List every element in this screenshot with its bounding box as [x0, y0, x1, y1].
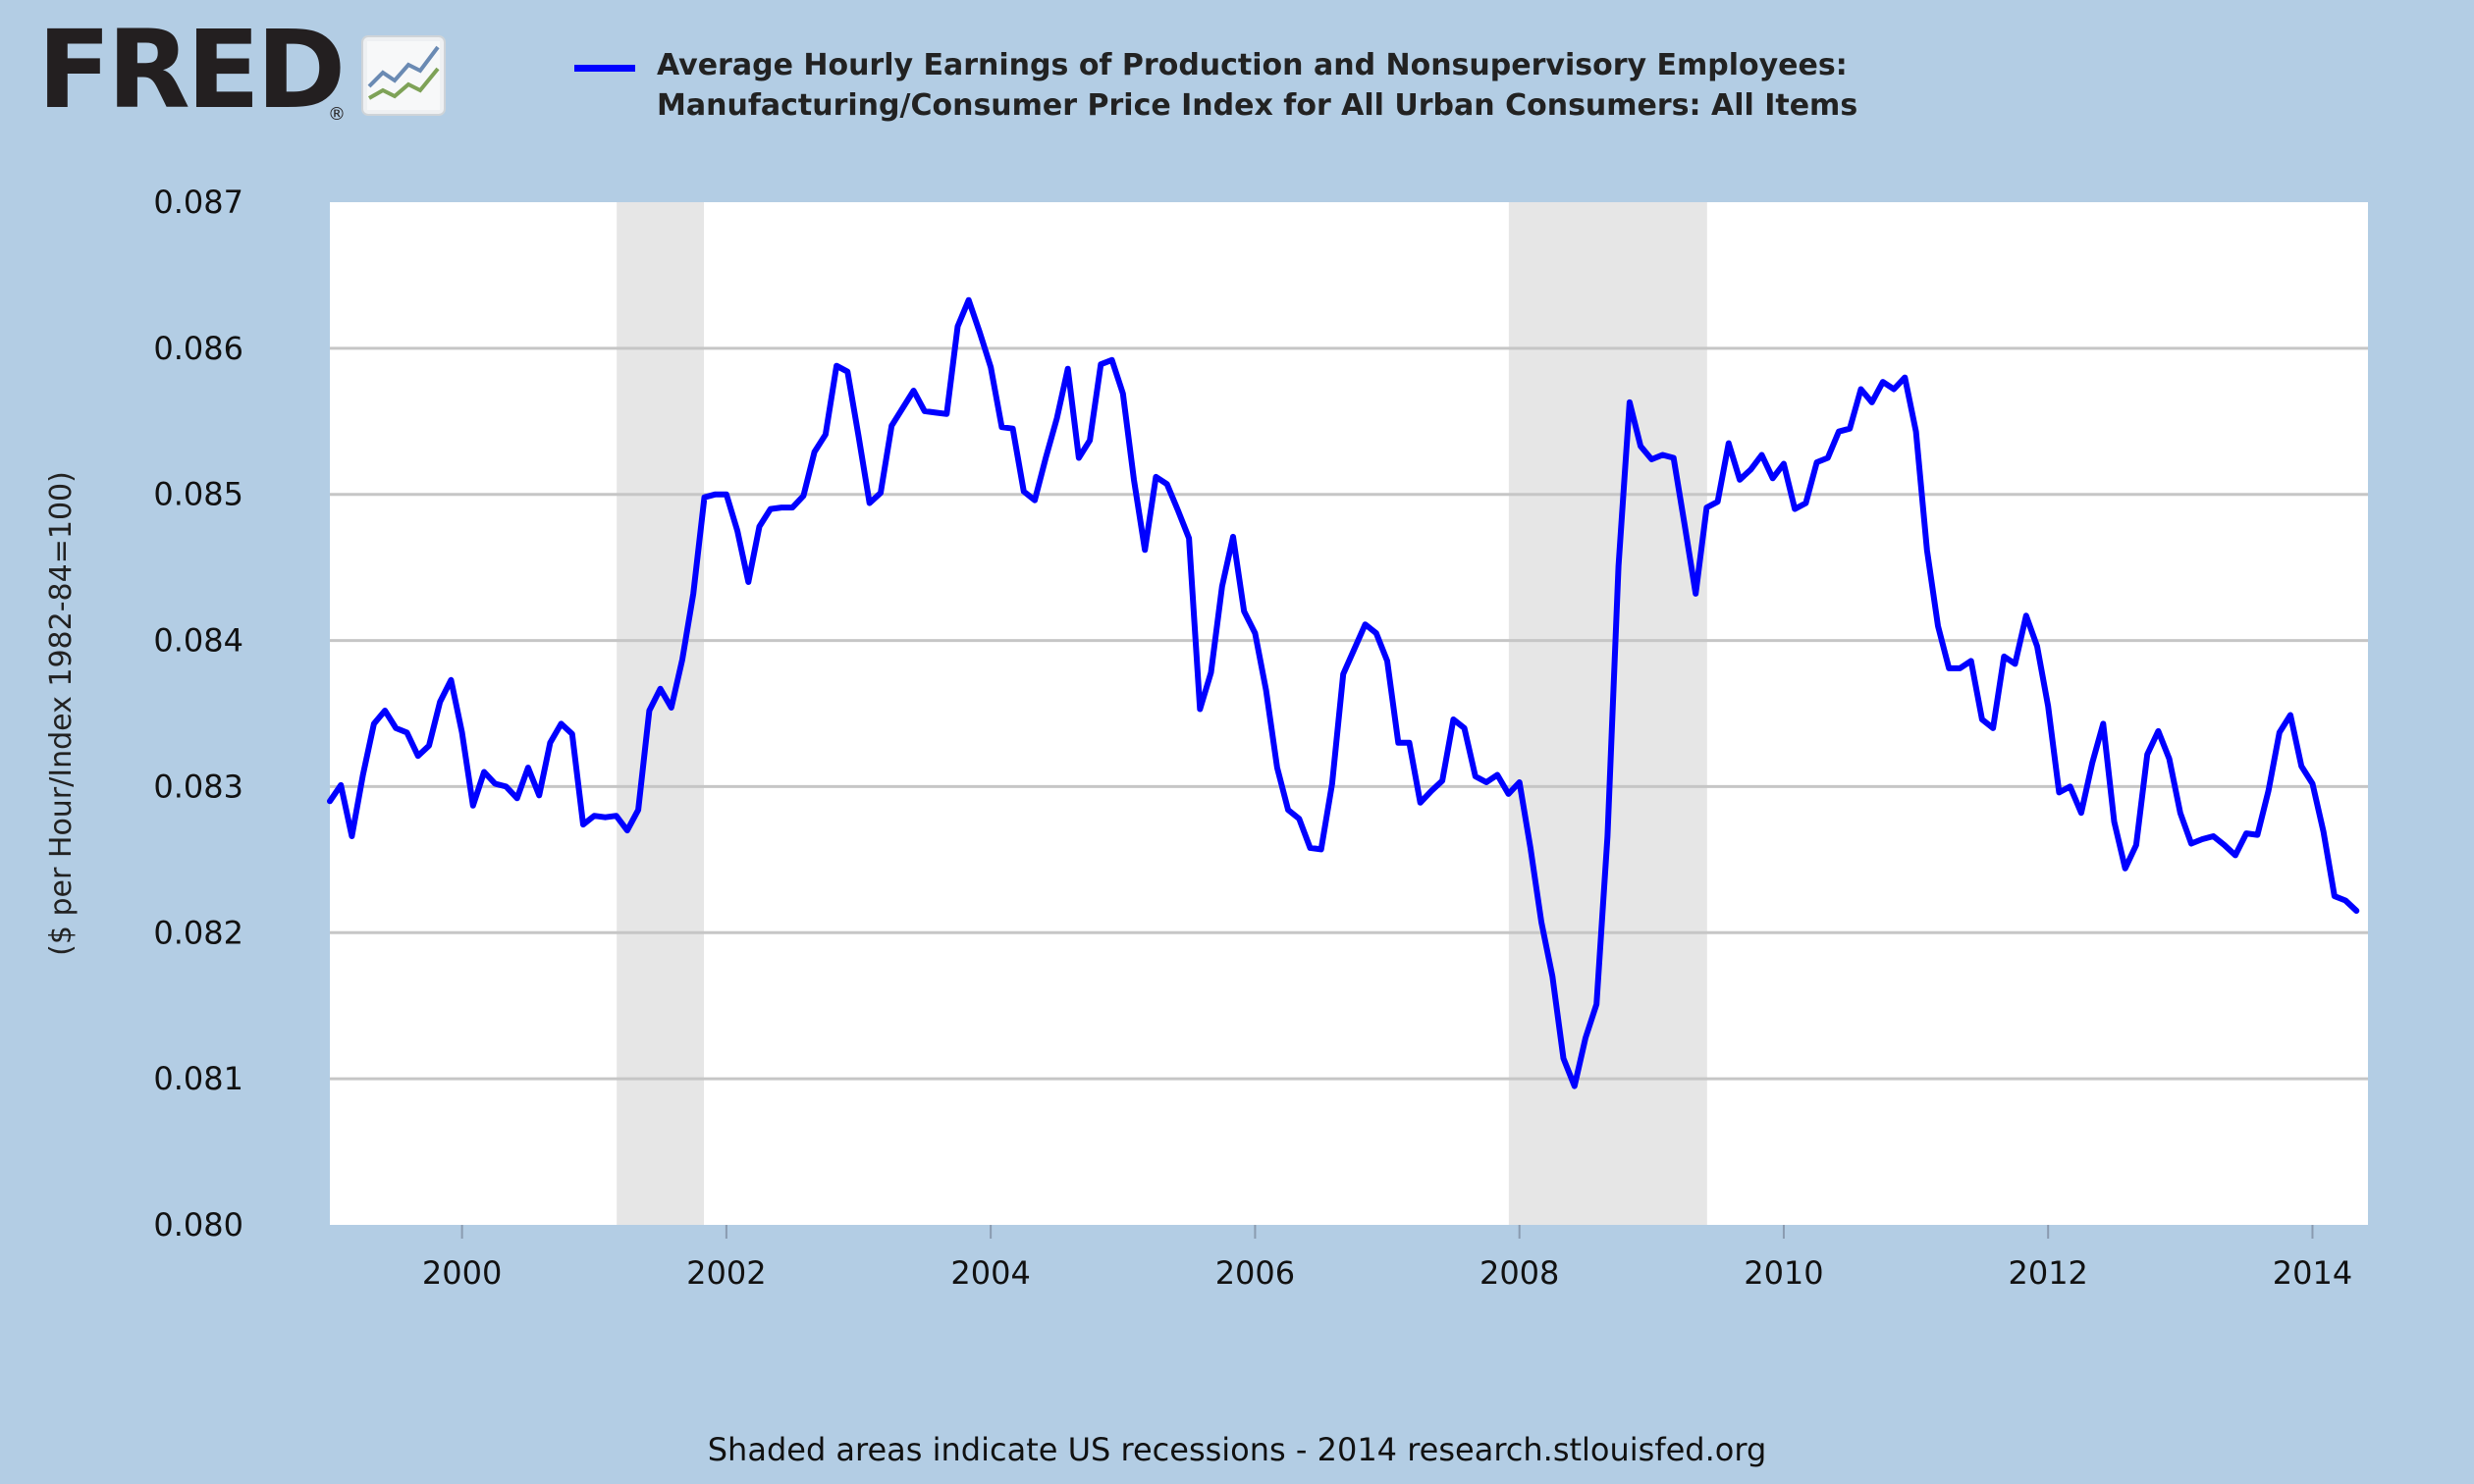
series-line: [327, 296, 2360, 1089]
y-axis-label: ($ per Hour/Index 1982-84=100): [44, 471, 79, 956]
line-chart: 0.087 0.086 0.085 0.084 0.083 0.082 0.081 0.080…: [44, 184, 2368, 1292]
x-tick-label: 2006: [1215, 1254, 1295, 1292]
y-tick-label: 0.083: [153, 768, 243, 805]
x-tick-label: 2014: [2273, 1254, 2352, 1292]
x-tick-label: 2000: [422, 1254, 502, 1292]
y-tick-labels: 0.087 0.086 0.085 0.084 0.083 0.082 0.081 0.080: [153, 184, 243, 1244]
x-tick-label: 2008: [1479, 1254, 1559, 1292]
footer-note: Shaded areas indicate US recessions - 20…: [707, 1431, 1767, 1468]
recession-band: [617, 202, 705, 1225]
y-tick-label: 0.080: [153, 1206, 243, 1244]
fred-logo[interactable]: FRED ®: [37, 16, 459, 126]
y-tick-label: 0.081: [153, 1060, 243, 1097]
chart-lines-icon: [361, 35, 446, 116]
x-tick-label: 2004: [950, 1254, 1030, 1292]
recession-shading: [617, 202, 1707, 1225]
x-tick-label: 2012: [2008, 1254, 2087, 1292]
y-tick-label: 0.086: [153, 330, 243, 367]
legend: Average Hourly Earnings of Production an…: [574, 45, 2341, 133]
y-tick-label: 0.085: [153, 476, 243, 513]
y-gridlines: [330, 346, 2368, 1081]
registered-mark: ®: [328, 104, 346, 125]
y-tick-label: 0.084: [153, 622, 243, 660]
recession-band: [1508, 202, 1707, 1225]
legend-swatch: [574, 65, 635, 72]
x-tick-label: 2002: [686, 1254, 766, 1292]
series-layer: [327, 296, 2360, 1089]
fred-logo-text: FRED: [37, 7, 346, 132]
y-tick-label: 0.087: [153, 184, 243, 221]
y-tick-label: 0.082: [153, 914, 243, 951]
x-tick-labels: 2000 2002 2004 2006 2008 2010 2012 2014: [422, 1225, 2352, 1292]
legend-series-label: Average Hourly Earnings of Production an…: [657, 48, 1858, 123]
x-tick-label: 2010: [1744, 1254, 1823, 1292]
